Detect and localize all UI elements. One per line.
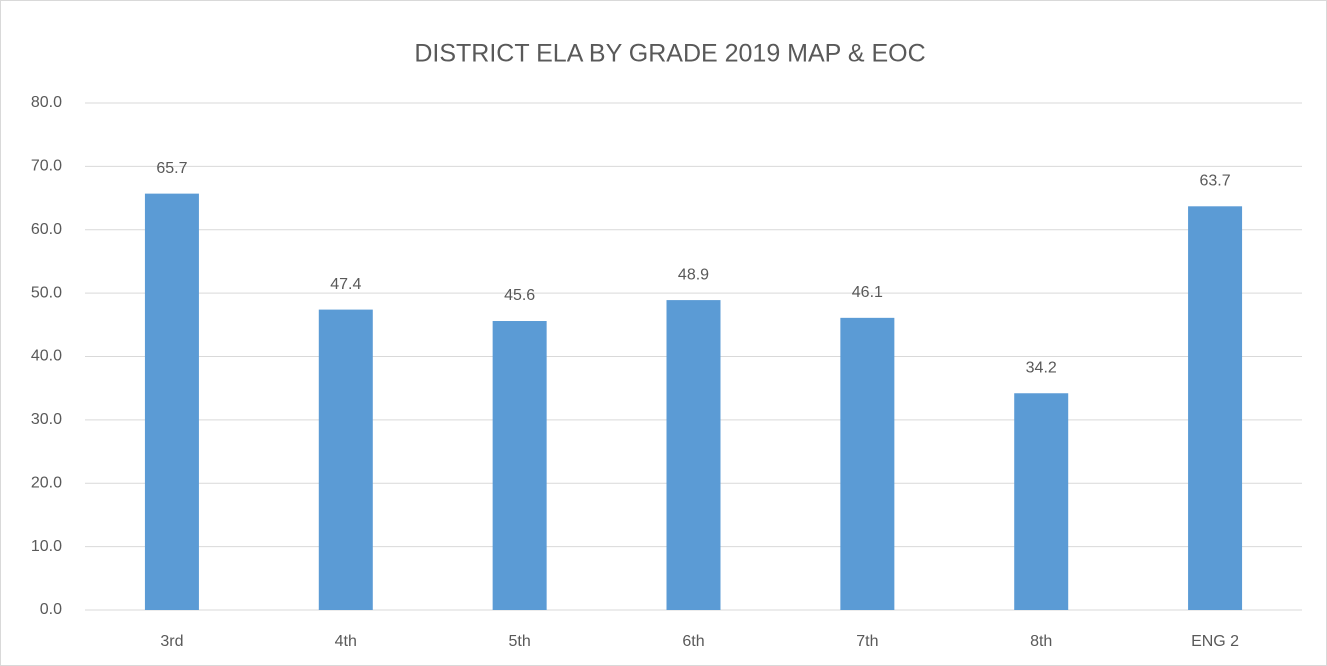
y-tick-label: 60.0 <box>31 221 62 238</box>
bar <box>1188 206 1243 610</box>
y-tick-label: 50.0 <box>31 284 62 301</box>
y-tick-label: 10.0 <box>31 538 62 555</box>
x-tick-label: 6th <box>682 633 704 650</box>
data-label: 47.4 <box>330 276 361 293</box>
bar <box>144 193 199 610</box>
bar <box>1014 393 1069 610</box>
bar <box>318 309 373 610</box>
x-tick-label: ENG 2 <box>1191 633 1239 650</box>
x-tick-label: 3rd <box>160 633 183 650</box>
y-tick-label: 20.0 <box>31 474 62 491</box>
data-label: 46.1 <box>852 284 883 301</box>
data-label: 45.6 <box>504 287 535 304</box>
y-tick-label: 70.0 <box>31 158 62 175</box>
bar <box>492 321 547 610</box>
x-tick-label: 7th <box>856 633 878 650</box>
y-tick-label: 80.0 <box>31 94 62 111</box>
x-tick-label: 4th <box>335 633 357 650</box>
bar <box>666 300 721 610</box>
x-tick-label: 5th <box>509 633 531 650</box>
data-label: 65.7 <box>156 160 187 177</box>
data-label: 48.9 <box>678 266 709 283</box>
data-label: 63.7 <box>1200 173 1231 190</box>
bar <box>840 317 895 610</box>
y-tick-label: 30.0 <box>31 411 62 428</box>
y-tick-label: 40.0 <box>31 348 62 365</box>
data-label: 34.2 <box>1026 359 1057 376</box>
x-tick-label: 8th <box>1030 633 1052 650</box>
chart-title: DISTRICT ELA BY GRADE 2019 MAP & EOC <box>414 40 925 68</box>
y-tick-label: 0.0 <box>40 601 62 618</box>
